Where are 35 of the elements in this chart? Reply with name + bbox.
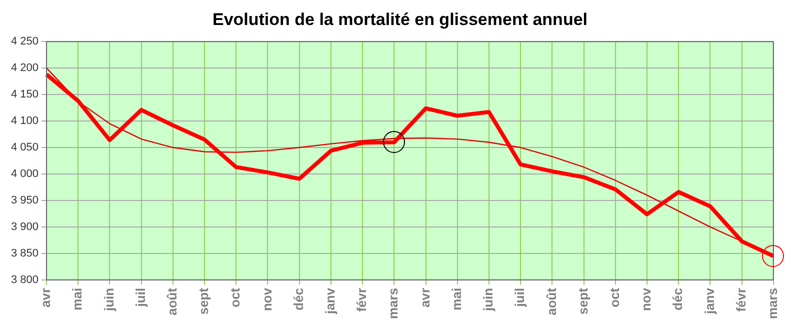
y-tick-label: 4 250: [10, 36, 39, 48]
x-tick-label: avr: [38, 288, 54, 308]
y-tick-label: 4 000: [10, 168, 39, 180]
y-tick-label: 4 200: [10, 62, 39, 74]
x-tick-label: mai: [448, 288, 464, 310]
x-tick-label: juil: [512, 288, 528, 308]
x-tick-label: août: [544, 287, 559, 316]
x-tick-label: févr: [354, 288, 370, 312]
x-tick-label: mai: [70, 288, 85, 310]
x-tick-label: juin: [480, 288, 496, 312]
y-tick-label: 3 950: [10, 194, 39, 207]
y-tick-label: 4 150: [10, 88, 39, 101]
x-tick-label: oct: [228, 287, 243, 308]
x-tick-label: sept: [196, 287, 212, 315]
y-tick-label: 3 850: [10, 247, 39, 260]
x-tick-label: janv: [322, 287, 338, 315]
x-tick-label: avr: [417, 288, 432, 308]
x-tick-label: août: [164, 287, 180, 316]
x-tick-label: sept: [575, 287, 590, 315]
chart-title: Evolution de la mortalité en glissement annuel: [211, 9, 589, 31]
y-tick-label: 4 100: [10, 115, 39, 128]
x-tick-label: mars: [386, 288, 401, 319]
x-tick-label: mars: [764, 288, 780, 319]
x-tick-label: nov: [638, 287, 654, 312]
x-tick-label: déc: [290, 288, 306, 310]
y-tick-label: 3 900: [10, 220, 39, 233]
x-tick-label: oct: [606, 287, 622, 308]
x-tick-label: nov: [259, 287, 274, 312]
x-tick-label: juil: [132, 288, 148, 308]
x-tick-label: févr: [733, 288, 748, 312]
x-tick-label: juin: [101, 288, 116, 312]
x-tick-label: déc: [670, 288, 686, 310]
y-tick-label: 4 050: [10, 142, 39, 154]
x-tick-label: janv: [702, 287, 717, 315]
y-tick-label: 3 800: [10, 274, 39, 286]
